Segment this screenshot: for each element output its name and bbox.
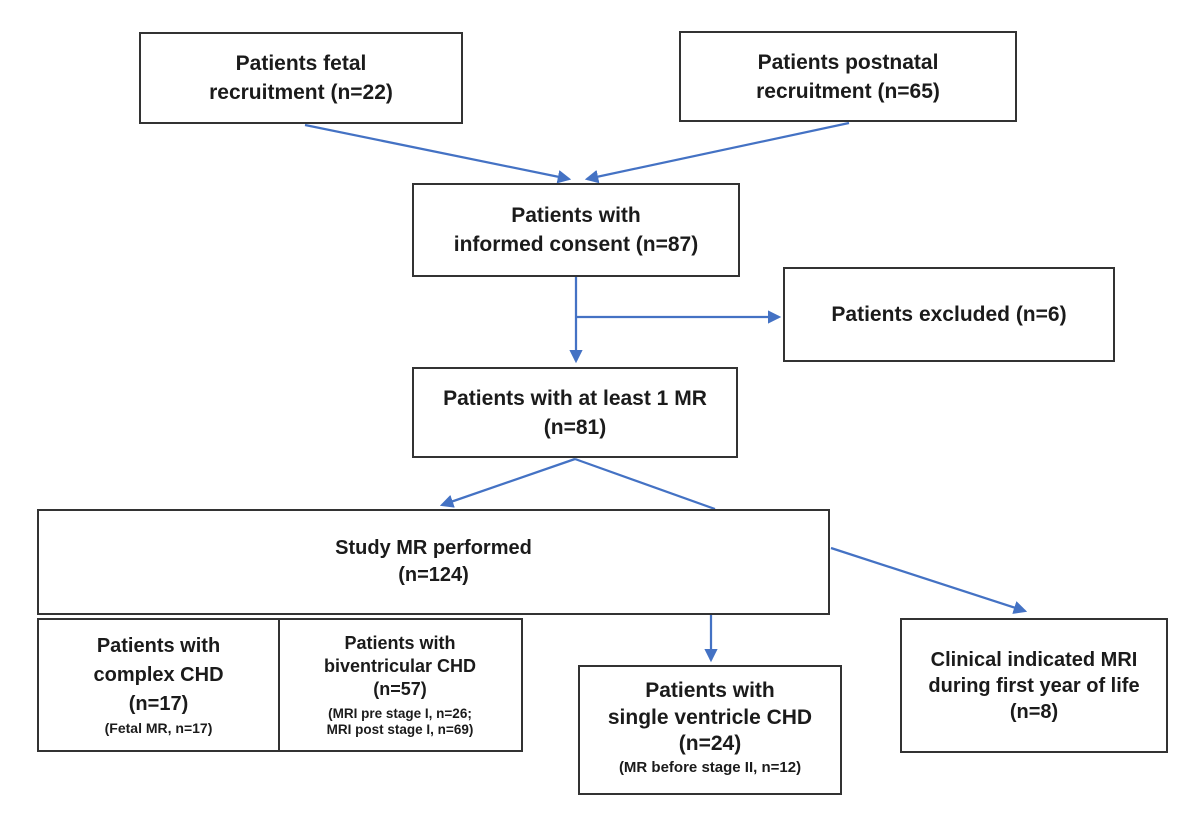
- node-single-ventricle-chd: Patients with single ventricle CHD (n=24…: [578, 665, 842, 795]
- single-line-1: Patients with: [645, 679, 775, 702]
- biventric-subline-2: MRI post stage I, n=69): [326, 722, 474, 737]
- node-study-mr-performed: Study MR performed (n=124): [37, 509, 830, 615]
- node-fetal-recruitment: Patients fetal recruitment (n=22): [139, 32, 463, 124]
- single-line-3: (n=24): [678, 732, 742, 755]
- node-patients-excluded: Patients excluded (n=6): [783, 267, 1115, 362]
- single-line-2: single ventricle CHD: [607, 706, 813, 729]
- biventric-line-1: Patients with: [344, 632, 456, 653]
- arrow-study-to-clinical-mri: [830, 546, 1028, 614]
- consent-line-2: informed consent (n=87): [453, 233, 699, 256]
- biventric-line-2: biventricular CHD: [323, 655, 477, 676]
- study-line-1: Study MR performed: [335, 537, 532, 559]
- complex-subline-1: (Fetal MR, n=17): [104, 719, 213, 736]
- excluded-line-1: Patients excluded (n=6): [831, 303, 1067, 326]
- fetal-line-2: recruitment (n=22): [209, 81, 393, 104]
- complex-line-3: (n=17): [128, 692, 189, 715]
- clinical-line-2: during first year of life: [928, 674, 1140, 697]
- clinical-line-3: (n=8): [1009, 700, 1059, 723]
- node-clinical-indicated-mri: Clinical indicated MRI during first year…: [900, 618, 1168, 753]
- complex-line-2: complex CHD: [93, 663, 224, 686]
- study-line-2: (n=124): [398, 564, 469, 586]
- line-mr1-to-single-ventricle: [574, 457, 716, 511]
- clinical-line-1: Clinical indicated MRI: [930, 648, 1138, 671]
- node-at-least-1-mr: Patients with at least 1 MR (n=81): [412, 367, 738, 458]
- single-subline-1: (MR before stage II, n=12): [618, 759, 802, 776]
- fetal-line-1: Patients fetal: [235, 52, 367, 75]
- complex-line-1: Patients with: [96, 634, 221, 657]
- arrow-fetal-to-consent: [304, 123, 572, 184]
- consent-line-1: Patients with: [511, 204, 641, 227]
- node-informed-consent: Patients with informed consent (n=87): [412, 183, 740, 277]
- arrow-postnatal-to-consent: [584, 121, 850, 184]
- node-biventricular-chd: Patients with biventricular CHD (n=57) (…: [277, 618, 523, 752]
- postnatal-line-1: Patients postnatal: [757, 50, 939, 74]
- biventric-subline-1: (MRI pre stage I, n=26;: [328, 705, 472, 721]
- mr1-line-2: (n=81): [543, 415, 607, 439]
- node-postnatal-recruitment: Patients postnatal recruitment (n=65): [679, 31, 1017, 122]
- biventric-line-3: (n=57): [373, 678, 427, 699]
- node-complex-chd: Patients with complex CHD (n=17) (Fetal …: [37, 618, 280, 752]
- postnatal-line-2: recruitment (n=65): [756, 79, 940, 103]
- arrow-mr1-to-study: [439, 457, 576, 508]
- mr1-line-1: Patients with at least 1 MR: [443, 386, 707, 410]
